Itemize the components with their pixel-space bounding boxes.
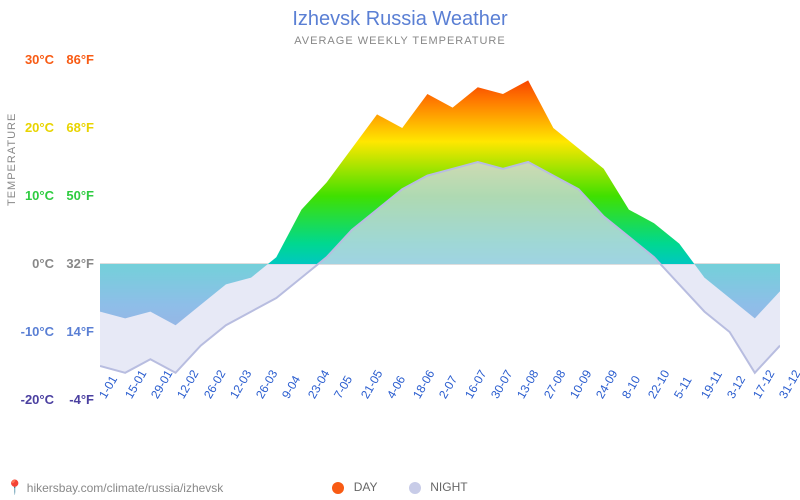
- y-tick: 20°C68°F: [4, 120, 94, 135]
- footer-url: hikersbay.com/climate/russia/izhevsk: [27, 481, 224, 495]
- map-pin-icon: 📍: [6, 479, 23, 495]
- footer: 📍 hikersbay.com/climate/russia/izhevsk: [6, 479, 223, 496]
- legend-dot-day: [332, 482, 344, 494]
- legend-item-day: DAY: [332, 480, 377, 494]
- y-tick: -20°C-4°F: [4, 392, 94, 407]
- y-tick: 30°C86°F: [4, 52, 94, 67]
- weather-chart-container: Izhevsk Russia Weather AVERAGE WEEKLY TE…: [0, 0, 800, 500]
- temperature-plot: [100, 60, 780, 400]
- legend-item-night: NIGHT: [409, 480, 468, 494]
- page-title: Izhevsk Russia Weather: [0, 0, 800, 31]
- y-tick: 10°C50°F: [4, 188, 94, 203]
- legend-label-day: DAY: [354, 480, 378, 494]
- legend-label-night: NIGHT: [430, 480, 467, 494]
- page-subtitle: AVERAGE WEEKLY TEMPERATURE: [0, 35, 800, 47]
- y-tick: 0°C32°F: [4, 256, 94, 271]
- legend-dot-night: [409, 482, 421, 494]
- y-tick: -10°C14°F: [4, 324, 94, 339]
- chart-area: 30°C86°F20°C68°F10°C50°F0°C32°F-10°C14°F…: [100, 60, 780, 400]
